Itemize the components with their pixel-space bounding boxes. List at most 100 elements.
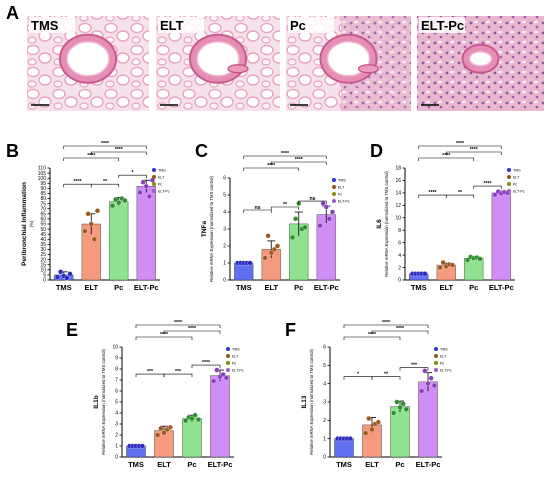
significance-bracket — [418, 157, 475, 161]
data-point — [183, 418, 189, 424]
histology-image: ELT — [156, 16, 280, 111]
significance-bracket — [243, 155, 327, 159]
significance-bracket — [270, 206, 300, 210]
panel-letter-a: A — [6, 3, 19, 23]
category-label: ELT-Pc — [314, 283, 339, 292]
data-point — [437, 265, 443, 271]
y-tick-label: 95 — [40, 181, 46, 187]
data-point — [440, 260, 446, 266]
y-tick-label: 55 — [40, 222, 46, 228]
data-point — [302, 224, 308, 230]
significance-label: **** — [483, 181, 492, 187]
y-tick-label: 85 — [40, 191, 46, 197]
significance-label: *** — [175, 369, 182, 375]
histology-label: ELT-Pc — [421, 18, 464, 33]
category-label: TMS — [56, 283, 72, 292]
legend-marker — [332, 199, 336, 203]
legend-label: TMS — [440, 347, 448, 351]
data-point — [397, 404, 403, 411]
y-tick-label: 110 — [38, 166, 46, 172]
category-label: ELT — [365, 460, 379, 469]
data-point — [317, 223, 323, 229]
legend-label: Pc — [338, 192, 342, 196]
panel-letter: D — [370, 141, 383, 161]
significance-bracket — [63, 157, 120, 161]
data-point — [211, 378, 217, 384]
significance-bracket — [163, 330, 221, 334]
legend-label: ELT-Pc — [513, 189, 525, 193]
significance-label: **** — [267, 163, 276, 169]
legend-marker — [507, 168, 511, 172]
histology-image: ELT-Pc — [417, 16, 544, 111]
y-tick-label: 7 — [115, 378, 118, 384]
y-axis-sublabel: Relative mRNA Expression (normalized to … — [101, 349, 106, 455]
data-point — [158, 425, 164, 431]
histology-label: TMS — [31, 18, 59, 33]
legend-marker — [226, 368, 230, 372]
data-point — [91, 236, 97, 242]
data-point — [146, 193, 152, 200]
y-axis-label: IL6 — [376, 219, 383, 229]
data-point — [262, 255, 268, 261]
significance-bracket — [63, 145, 147, 149]
data-point — [271, 246, 277, 252]
y-tick-label: 4 — [223, 210, 226, 216]
category-label: TMS — [336, 460, 352, 469]
y-tick-label: 10 — [395, 215, 401, 221]
bar — [182, 418, 202, 458]
significance-bracket — [135, 336, 193, 340]
y-axis-label: IL13 — [301, 395, 308, 408]
histology-label: Pc — [290, 18, 306, 33]
legend-label: ELT — [338, 185, 345, 189]
y-tick-label: 5 — [223, 193, 226, 199]
significance-bracket — [90, 151, 147, 155]
y-tick-label: 5 — [115, 400, 118, 406]
y-tick-label: 105 — [38, 171, 47, 177]
significance-bracket — [163, 373, 193, 378]
significance-bracket — [473, 185, 502, 190]
category-label: ELT-Pc — [416, 460, 441, 469]
significance-label: * — [357, 372, 360, 378]
legend-label: ELT — [440, 354, 447, 358]
data-point — [167, 424, 173, 430]
chart-c: C 0 1 2 3 4 5 6 TNFa Relative mRNA Expression (no… — [195, 141, 350, 292]
data-point — [369, 426, 375, 433]
y-tick-label: 65 — [40, 212, 46, 218]
vessel — [357, 64, 380, 74]
legend-label: TMS — [232, 347, 240, 351]
y-tick-label: 6 — [323, 345, 326, 351]
data-point — [375, 419, 381, 425]
data-point — [155, 432, 161, 438]
y-tick-label: 0 — [115, 455, 118, 461]
significance-label: **** — [428, 190, 437, 196]
significance-label: ns — [254, 205, 260, 211]
data-point — [54, 274, 61, 280]
data-point — [137, 189, 143, 195]
significance-bracket — [418, 145, 502, 149]
data-point — [113, 197, 119, 203]
significance-label: **** — [115, 147, 124, 153]
y-axis-sublabel: Relative mRNA Expression (normalized to … — [309, 349, 314, 455]
data-point — [214, 367, 220, 373]
chart-d: D 0 2 4 6 8 10 12 14 16 18 IL6 Relative mRNA Express… — [370, 141, 525, 292]
legend-marker — [152, 189, 156, 193]
label-backdrop — [288, 17, 334, 33]
histology-label: ELT — [160, 18, 184, 33]
significance-bracket — [343, 324, 429, 328]
significance-label: ns — [309, 196, 315, 202]
data-point — [422, 368, 428, 374]
y-tick-label: 4 — [398, 253, 401, 259]
y-tick-label: 3 — [323, 400, 326, 406]
legend-marker — [332, 192, 336, 196]
significance-bracket — [298, 200, 327, 205]
chart-f: F 0 1 2 3 4 5 6 IL13 Relative mRNA Expression (no… — [285, 320, 452, 469]
significance-label: **** — [281, 151, 290, 157]
category-label: ELT — [264, 283, 278, 292]
category-label: TMS — [128, 460, 144, 469]
y-tick-label: 1 — [223, 261, 226, 267]
significance-bracket — [270, 161, 327, 165]
y-tick-label: 0 — [43, 278, 46, 284]
data-point — [265, 233, 271, 239]
data-point — [425, 381, 431, 387]
legend-label: Pc — [232, 361, 236, 365]
